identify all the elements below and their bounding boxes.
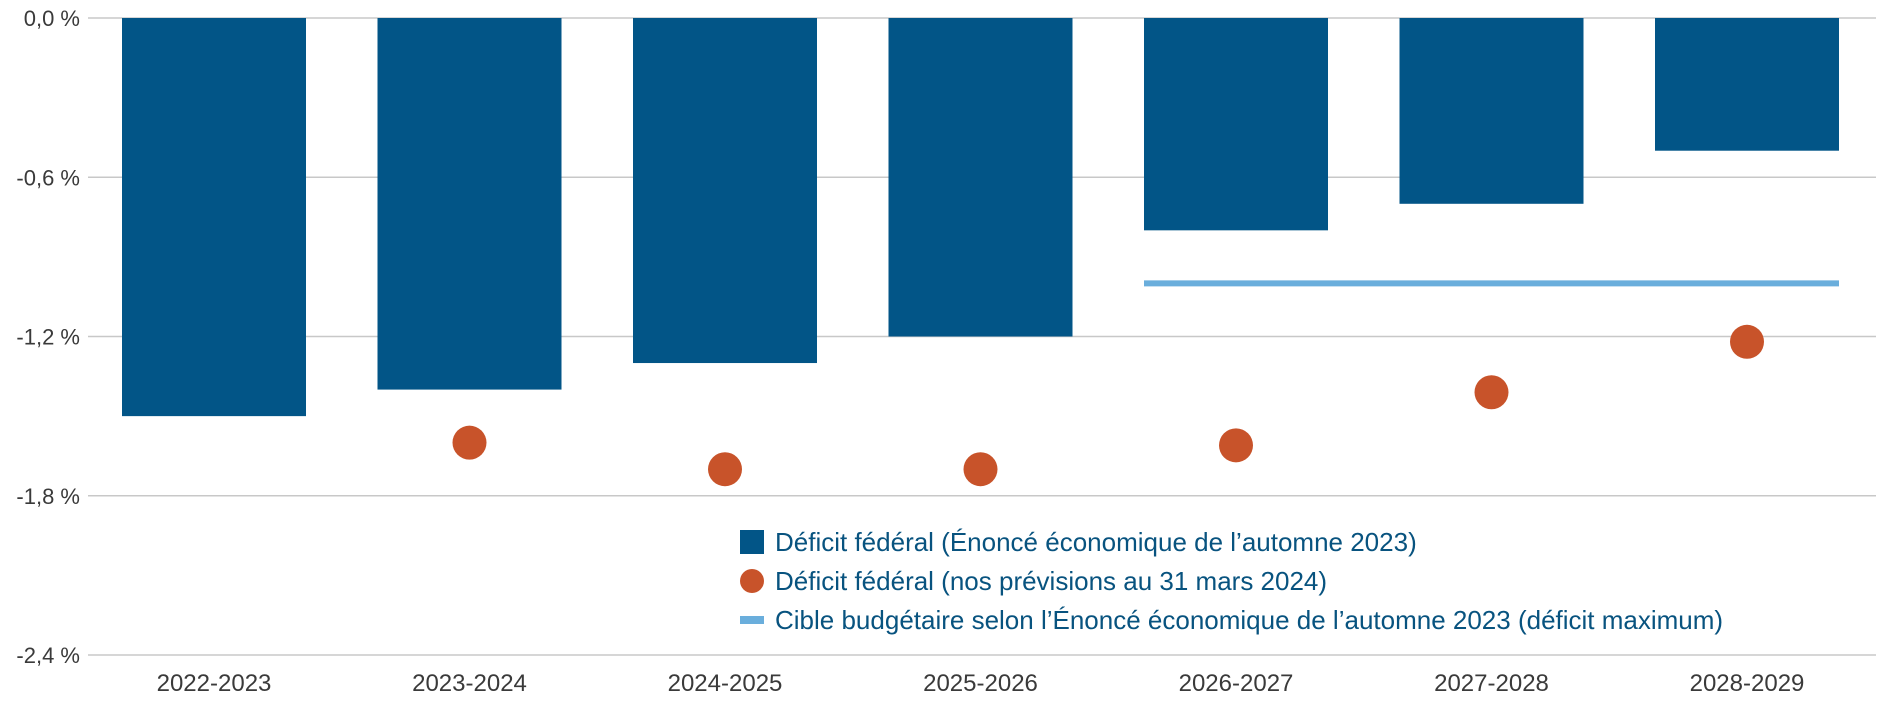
y-tick-label: -0,6 % bbox=[16, 165, 80, 190]
forecast-dot bbox=[452, 425, 487, 460]
legend: Déficit fédéral (Énoncé économique de l’… bbox=[740, 527, 1723, 635]
legend-label-dots: Déficit fédéral (nos prévisions au 31 ma… bbox=[775, 566, 1327, 596]
x-category-label: 2022-2023 bbox=[157, 670, 272, 697]
x-category-label: 2025-2026 bbox=[923, 670, 1038, 697]
bar bbox=[633, 18, 817, 364]
bars-series bbox=[122, 18, 1839, 417]
x-category-label: 2028-2029 bbox=[1690, 670, 1805, 697]
x-axis-categories: 2022-2023 2023-2024 2024-2025 2025-2026 2026… bbox=[157, 670, 1805, 697]
x-category-label: 2024-2025 bbox=[668, 670, 783, 697]
bar bbox=[888, 18, 1073, 337]
x-category-label: 2023-2024 bbox=[412, 670, 527, 697]
y-axis-ticks: 0,0 % -0,6 % -1,2 % -1,8 % -2,4 % bbox=[16, 6, 80, 668]
legend-swatch-dot bbox=[740, 569, 764, 593]
bar bbox=[377, 18, 562, 390]
forecast-dot bbox=[708, 452, 742, 487]
legend-item-bars: Déficit fédéral (Énoncé économique de l’… bbox=[740, 527, 1417, 557]
legend-item-target: Cible budgétaire selon l’Énoncé économiq… bbox=[740, 605, 1723, 635]
y-tick-label: 0,0 % bbox=[24, 6, 80, 31]
forecast-dot bbox=[1219, 428, 1253, 463]
bar bbox=[122, 18, 306, 417]
bar bbox=[1655, 18, 1839, 151]
forecast-dot bbox=[1730, 324, 1764, 359]
y-tick-label: -2,4 % bbox=[16, 643, 80, 668]
legend-swatch-bar bbox=[740, 530, 764, 554]
forecast-dot bbox=[963, 452, 998, 487]
legend-label-target: Cible budgétaire selon l’Énoncé économiq… bbox=[775, 605, 1723, 635]
bar bbox=[1399, 18, 1584, 204]
bar bbox=[1144, 18, 1328, 231]
legend-label-bars: Déficit fédéral (Énoncé économique de l’… bbox=[775, 527, 1417, 557]
y-tick-label: -1,2 % bbox=[16, 325, 80, 350]
dots-series bbox=[452, 324, 1764, 487]
x-category-label: 2026-2027 bbox=[1179, 670, 1294, 697]
legend-swatch-target bbox=[740, 616, 764, 624]
y-tick-label: -1,8 % bbox=[16, 484, 80, 509]
forecast-dot bbox=[1474, 375, 1509, 410]
legend-item-dots: Déficit fédéral (nos prévisions au 31 ma… bbox=[740, 566, 1327, 596]
x-category-label: 2027-2028 bbox=[1434, 670, 1549, 697]
